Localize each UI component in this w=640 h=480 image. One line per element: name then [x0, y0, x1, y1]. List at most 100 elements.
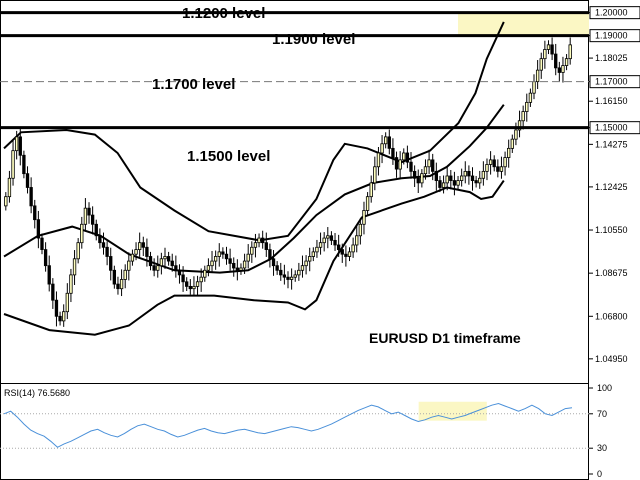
candle-body: [304, 260, 308, 267]
candle-body: [14, 136, 19, 152]
candle-body: [127, 260, 131, 271]
candle-body: [394, 157, 399, 170]
rsi-tick-label: 0: [597, 469, 602, 479]
price-tick-label: 1.18025: [595, 53, 628, 63]
candle-body: [90, 214, 95, 225]
candle-body: [261, 237, 265, 244]
candle-body: [43, 249, 48, 267]
candle-body: [550, 44, 554, 55]
candle-body: [40, 237, 44, 250]
candle-body: [62, 311, 66, 322]
candle-body: [441, 182, 446, 188]
candle-body: [423, 166, 428, 175]
candle-body: [80, 223, 84, 244]
candle-body: [76, 242, 80, 260]
candle-body: [365, 196, 370, 211]
candle-body: [239, 267, 243, 271]
candle-body: [18, 136, 22, 156]
candle-body: [510, 138, 514, 149]
price-level-box: [589, 75, 640, 89]
candle-body: [347, 251, 352, 257]
candle-body: [333, 239, 337, 246]
candle-body: [369, 182, 373, 198]
candle-body: [170, 260, 174, 267]
candle-body: [391, 147, 395, 158]
candle-body: [496, 166, 500, 172]
rsi-tick-label: 100: [597, 383, 612, 393]
candle-body: [412, 170, 417, 179]
price-level-box: [589, 29, 640, 43]
candle-body: [54, 299, 59, 317]
candle-body: [362, 210, 366, 225]
price-tick-label: 1.08675: [595, 268, 628, 278]
candle-body: [69, 274, 73, 294]
candle-body: [72, 258, 77, 276]
candle-body: [561, 65, 565, 73]
candle-body: [228, 258, 232, 264]
rsi-tick-label: 30: [597, 443, 607, 453]
rsi-label: RSI(14) 76.5680: [4, 388, 70, 398]
candle-body: [279, 269, 283, 276]
candle-body: [246, 253, 250, 262]
candle-body: [488, 159, 493, 165]
price-level-box: [589, 121, 640, 135]
price-tick-label: 1.14275: [595, 139, 628, 149]
candle-body: [355, 235, 359, 246]
price-tick-label: 1.15000: [595, 123, 628, 133]
candle-body: [449, 175, 453, 181]
candle-body: [398, 159, 402, 170]
candle-body: [152, 265, 156, 271]
rsi-axis: 100 70 30 0: [589, 383, 612, 479]
price-tick-label: 1.16150: [595, 96, 628, 106]
price-tick-label: 1.20000: [595, 8, 628, 18]
candle-body: [206, 265, 211, 271]
level-label-1-1700: 1.1700 level: [152, 76, 235, 93]
candle-body: [112, 269, 117, 285]
candle-body: [293, 274, 297, 278]
price-tick-label: 1.06800: [595, 311, 628, 321]
candle-body: [340, 249, 344, 255]
candle-body: [101, 242, 106, 248]
candle-body: [434, 170, 438, 181]
candle-body: [134, 249, 138, 255]
candle-body: [373, 166, 377, 184]
candle-body: [235, 267, 240, 271]
candle-body: [177, 269, 182, 276]
candle-body: [123, 269, 127, 280]
candle-body: [297, 269, 301, 276]
candle-body: [51, 283, 55, 301]
candle-body: [185, 281, 189, 287]
candle-body: [438, 180, 442, 188]
candle-body: [387, 136, 391, 149]
candle-body: [535, 69, 540, 83]
candle-body: [166, 256, 171, 262]
candle-body: [554, 53, 558, 69]
candle-body: [159, 258, 164, 267]
candle-body: [543, 49, 547, 60]
chart-frame: [0, 0, 589, 480]
candle-body: [463, 170, 467, 177]
bollinger-upper-band: [3, 21, 505, 242]
candle-body: [499, 166, 504, 172]
candle-body: [163, 256, 167, 260]
candle-body: [532, 81, 536, 94]
candle-body: [308, 256, 312, 262]
candle-body: [29, 187, 33, 207]
rsi-tick-label: 70: [597, 409, 607, 419]
candle-body: [402, 152, 406, 161]
level-label-1-2000: 1.1200 level: [182, 5, 265, 22]
candle-body: [427, 159, 431, 168]
candle-body: [507, 147, 511, 158]
candle-body: [300, 265, 305, 271]
candle-body: [181, 274, 185, 283]
candle-body: [420, 173, 424, 184]
candle-body: [94, 223, 98, 237]
candle-body: [224, 253, 229, 260]
price-axis: 1.20000 1.19000 1.18025 1.17000 1.16150 1.150…: [589, 6, 640, 364]
candle-body: [326, 235, 330, 239]
candle-body: [232, 262, 236, 269]
symbol-timeframe-label: EURUSD D1 timeframe: [369, 330, 521, 346]
candle-body: [474, 180, 478, 184]
price-tick-label: 1.19000: [595, 31, 628, 41]
candle-body: [47, 265, 51, 285]
